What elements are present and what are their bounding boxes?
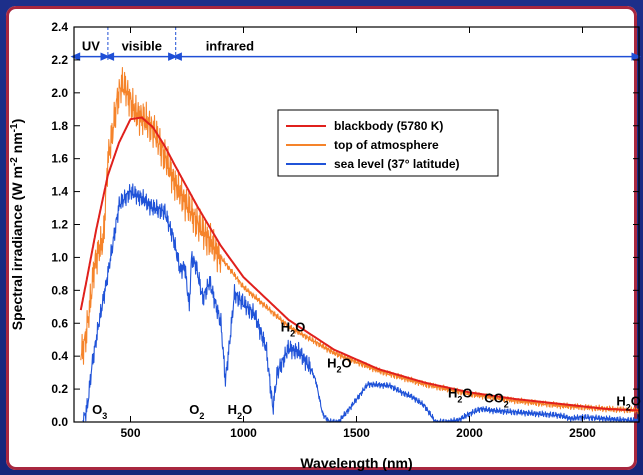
series-lines [79,67,640,423]
y-tick-label: 0.0 [51,415,68,429]
series-line-1 [80,67,640,415]
annotation-main: O [92,402,102,417]
annotation-h2o-940: H2O [228,402,253,421]
annotation-sub: 2 [504,399,509,409]
annotation-sub: 2 [199,411,204,421]
annotation-h2o-1100: H2O [281,319,306,338]
x-tick-label: 500 [120,426,140,440]
annotation-main: H [281,319,290,334]
x-tick-label: 2000 [456,426,483,440]
annotation-sub: 2 [626,403,631,413]
y-tick-label: 0.8 [51,283,68,297]
annotation-main: H [327,356,336,371]
band-label: infrared [206,39,254,54]
annotation-h2o-1900: H2O [448,385,473,404]
annotation-tail: O [295,319,305,334]
y-tick-label: 1.4 [51,185,68,199]
y-tick-label: 0.6 [51,316,68,330]
legend-label: blackbody (5780 K) [334,119,443,133]
y-tick-label: 1.6 [51,152,68,166]
annotation-h2o-2600: H2O [616,394,641,413]
y-axis-label: Spectral irradiance (W m-2 nm-1) [9,119,26,331]
annotation-o2: O2 [189,402,204,421]
annotation-sub: 3 [102,411,107,421]
annotation-main: CO [484,390,504,405]
legend: blackbody (5780 K) top of atmosphere sea l… [277,109,499,177]
wavelength-bands: UV visible infrared [70,27,642,61]
x-axis-label: Wavelength (nm) [300,455,412,471]
y-tick-label: 1.8 [51,119,68,133]
y-tick-label: 2.2 [51,53,68,67]
legend-label: top of atmosphere [334,138,439,152]
annotation-tail: O [242,402,252,417]
band-label: visible [122,39,162,54]
x-tick-label: 2500 [569,426,596,440]
annotation-sub: 2 [237,411,242,421]
annotation-sub: 2 [290,328,295,338]
chart-panel [6,6,637,470]
annotation-tail: O [631,394,641,409]
y-tick-label: 2.0 [51,86,68,100]
series-line-0 [79,116,640,412]
annotation-main: H [448,385,457,400]
y-tick-label: 2.4 [51,20,68,34]
annotation-main: H [616,394,625,409]
legend-label: sea level (37° latitude) [334,157,460,171]
annotation-tail: O [462,385,472,400]
band-label: UV [82,39,100,54]
series-line-2 [82,183,640,423]
x-tick-label: 1000 [230,426,257,440]
annotation-co2: CO2 [484,390,509,409]
annotation-h2o-1400: H2O [327,356,352,375]
y-tick-label: 1.2 [51,218,68,232]
y-axis-ticks: 0.0 0.2 0.4 0.6 0.8 1.0 1.2 1.4 1.6 1.8 2.0 2.2 2.4 [51,20,639,429]
x-tick-label: 1500 [343,426,370,440]
annotation-main: H [228,402,237,417]
annotation-sub: 2 [337,365,342,375]
y-tick-label: 0.4 [51,349,68,363]
x-axis-ticks: 500 1000 1500 2000 2500 [120,27,596,440]
annotation-o3: O3 [92,402,107,421]
y-tick-label: 1.0 [51,250,68,264]
annotation-tail: O [342,356,352,371]
annotation-sub: 2 [457,394,462,404]
y-tick-label: 0.2 [51,382,68,396]
annotation-main: O [189,402,199,417]
